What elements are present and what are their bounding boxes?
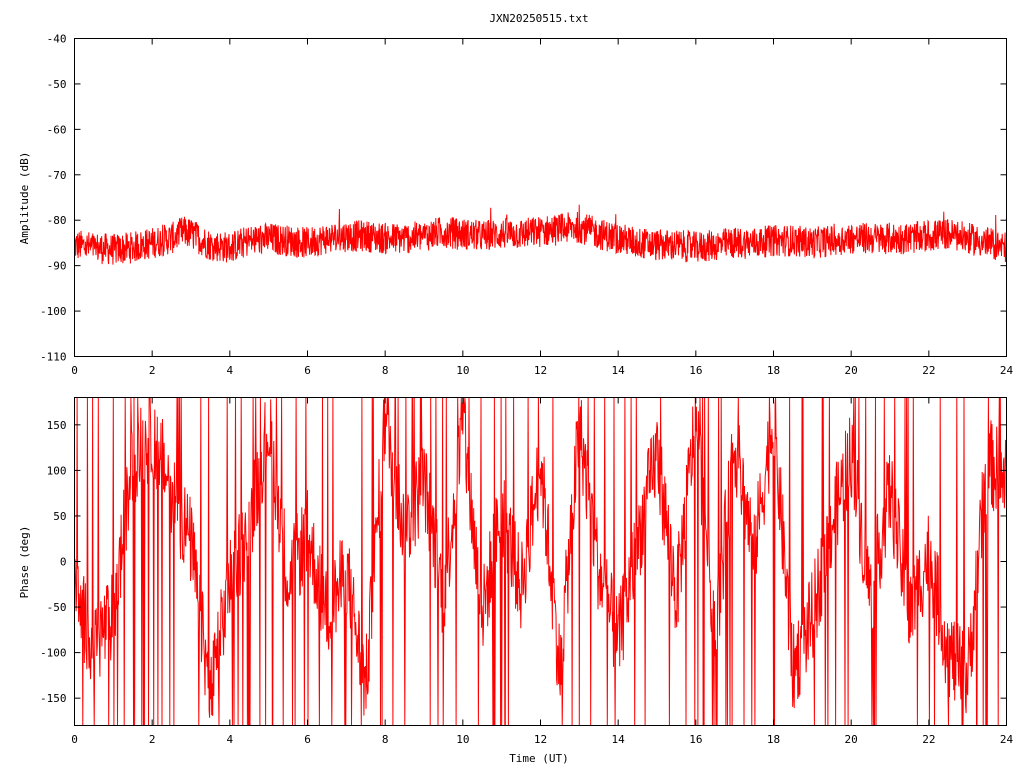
phase-x-tick-label: 10 [456, 733, 469, 746]
phase-x-tick-label: 2 [149, 733, 156, 746]
amplitude-y-tick-label: -50 [47, 78, 67, 91]
amplitude-y-tick-label: -100 [40, 305, 67, 318]
phase-y-tick-label: -150 [40, 692, 67, 705]
phase-x-tick-label: 14 [612, 733, 626, 746]
amplitude-series-line [74, 204, 1007, 265]
phase-x-tick-label: 12 [534, 733, 547, 746]
phase-trace-layer [74, 397, 1007, 726]
amplitude-plot-frame [74, 38, 1007, 357]
amplitude-x-tick-label: 10 [456, 364, 469, 377]
amplitude-x-tick-label: 18 [767, 364, 780, 377]
amplitude-x-tick-label: 6 [304, 364, 311, 377]
phase-x-tick-label: 22 [922, 733, 935, 746]
phase-x-tick-label: 6 [304, 733, 311, 746]
amplitude-y-tick-label: -40 [47, 33, 67, 46]
amplitude-y-tick-label: -80 [47, 214, 67, 227]
phase-y-tick-label: -100 [40, 647, 67, 660]
phase-y-tick-label: 50 [53, 510, 66, 523]
chart-title: JXN20250515.txt [489, 12, 588, 25]
amplitude-y-tick-labels: -40 -50 -60 -70 -80 -90 -100 -110 [40, 33, 67, 364]
phase-y-tick-label: 100 [47, 464, 67, 477]
amplitude-x-tick-label: 8 [382, 364, 389, 377]
amplitude-x-tick-label: 16 [689, 364, 702, 377]
phase-x-tick-label: 0 [71, 733, 78, 746]
amplitude-x-tick-label: 2 [149, 364, 156, 377]
phase-y-tick-labels: 150 100 50 0 -50 -100 -150 [40, 419, 67, 705]
amplitude-y-tick-label: -90 [47, 260, 67, 273]
amplitude-x-tick-labels: 0 2 4 6 8 10 12 14 16 18 20 22 24 [71, 364, 1013, 377]
amplitude-y-axis-label: Amplitude (dB) [18, 152, 31, 245]
x-axis-label: Time (UT) [509, 752, 569, 765]
amplitude-y-tick-label: -60 [47, 123, 67, 136]
amplitude-x-tick-label: 24 [1000, 364, 1014, 377]
amplitude-trace-layer [74, 204, 1007, 265]
phase-x-tick-labels: 0 2 4 6 8 10 12 14 16 18 20 22 24 [71, 733, 1013, 746]
amplitude-x-tick-label: 22 [922, 364, 935, 377]
phase-x-tick-label: 8 [382, 733, 389, 746]
phase-x-tick-label: 18 [767, 733, 780, 746]
amplitude-x-tick-label: 0 [71, 364, 78, 377]
phase-x-tick-label: 20 [845, 733, 858, 746]
phase-panel: 0 2 4 6 8 10 12 14 16 18 20 22 24 150100500-50-100-1… [18, 397, 1013, 765]
amplitude-x-tick-label: 14 [612, 364, 626, 377]
amplitude-x-tick-label: 20 [845, 364, 858, 377]
phase-ticks [74, 397, 1007, 726]
amplitude-ticks [74, 38, 1007, 357]
phase-x-tick-label: 24 [1000, 733, 1014, 746]
amplitude-x-tick-label: 4 [227, 364, 234, 377]
amplitude-y-tick-label: -110 [40, 351, 67, 364]
phase-x-tick-label: 16 [689, 733, 702, 746]
amplitude-y-tick-label: -70 [47, 169, 67, 182]
phase-y-axis-label: Phase (deg) [18, 526, 31, 599]
phase-y-tick-label: 150 [47, 419, 67, 432]
phase-y-tick-label: 0 [60, 556, 67, 569]
amplitude-x-tick-label: 12 [534, 364, 547, 377]
amplitude-panel: 0 2 4 6 8 10 12 14 16 18 20 22 24 -40-50-60-70-80-90… [18, 33, 1013, 378]
phase-x-tick-label: 4 [227, 733, 234, 746]
phase-series-line [74, 397, 1007, 726]
phase-y-tick-label: -50 [47, 601, 67, 614]
